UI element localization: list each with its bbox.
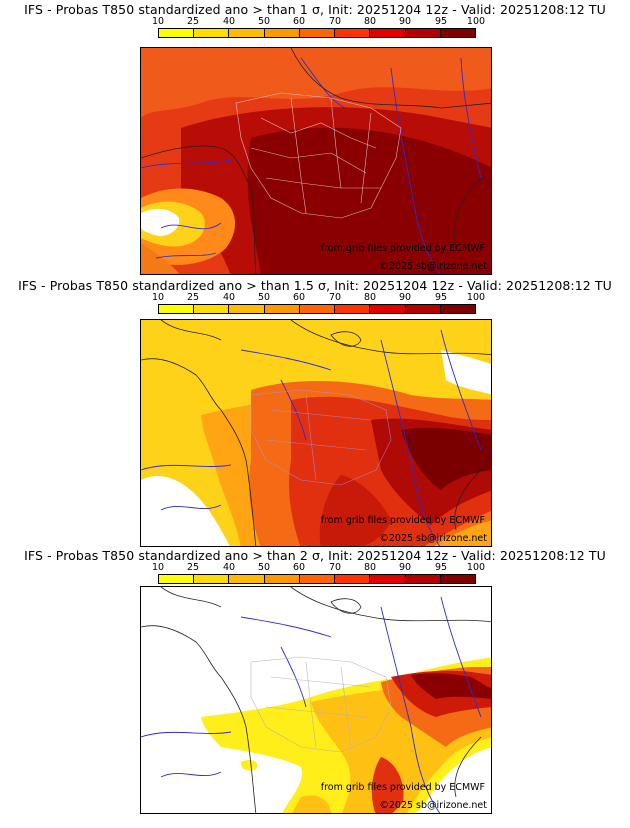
colorbar-swatch — [370, 575, 406, 583]
scale-label: 95 — [434, 562, 448, 573]
scale-label: 70 — [328, 562, 342, 573]
map-graphic — [141, 320, 491, 546]
scale-label: 80 — [363, 562, 377, 573]
scale-label: 70 — [328, 292, 342, 303]
scale-label: 90 — [398, 562, 412, 573]
colorbar-swatch — [159, 305, 195, 313]
scale-label: 70 — [328, 16, 342, 27]
colorbar-swatch — [335, 29, 371, 37]
scale-label: 90 — [398, 16, 412, 27]
scale-label: 10 — [151, 562, 165, 573]
colorbar-swatch — [159, 575, 195, 583]
colorbar-swatch — [194, 29, 230, 37]
scale-label: 40 — [222, 16, 236, 27]
colorbar-swatch — [370, 305, 406, 313]
scale-label: 100 — [466, 562, 486, 573]
colorbar-labels: 10 25 40 50 60 70 80 90 95 100 — [151, 292, 486, 304]
scale-label: 50 — [257, 16, 271, 27]
colorbar-swatch — [299, 29, 336, 37]
colorbar-swatch — [440, 29, 475, 37]
scale-label: 100 — [466, 16, 486, 27]
colorbar-swatch — [264, 29, 300, 37]
scale-label: 95 — [434, 292, 448, 303]
probability-map: from grib files provided by ECMWF ©2025 … — [140, 586, 492, 814]
scale-label: 40 — [222, 562, 236, 573]
data-source-credit: from grib files provided by ECMWF — [320, 782, 485, 793]
scale-label: 10 — [151, 16, 165, 27]
colorbar-swatch — [335, 305, 371, 313]
colorbar-labels: 10 25 40 50 60 70 80 90 95 100 — [151, 16, 486, 28]
colorbar-swatch — [440, 305, 475, 313]
colorbar-swatch — [194, 575, 230, 583]
colorbar-labels: 10 25 40 50 60 70 80 90 95 100 — [151, 562, 486, 574]
colorbar-swatch — [440, 575, 475, 583]
panel-3: IFS - Probas T850 standardized ano > tha… — [0, 546, 630, 822]
colorbar-swatch — [370, 29, 406, 37]
scale-label: 60 — [292, 16, 306, 27]
panel-3-title: IFS - Probas T850 standardized ano > tha… — [24, 548, 606, 563]
map-graphic — [141, 48, 491, 274]
scale-label: 50 — [257, 292, 271, 303]
scale-label: 60 — [292, 292, 306, 303]
panel-1-title: IFS - Probas T850 standardized ano > tha… — [24, 2, 606, 17]
panel-1: IFS - Probas T850 standardized ano > tha… — [0, 0, 630, 276]
scale-label: 10 — [151, 292, 165, 303]
scale-label: 50 — [257, 562, 271, 573]
probability-map: from grib files provided by ECMWF ©2025 … — [140, 47, 492, 275]
map-graphic — [141, 587, 491, 813]
copyright-credit: ©2025 sb@irizone.net — [379, 533, 487, 544]
scale-label: 60 — [292, 562, 306, 573]
colorbar-swatch — [405, 575, 441, 583]
colorbar-swatch — [335, 575, 371, 583]
colorbar-swatch — [229, 305, 265, 313]
colorbar-swatch — [264, 305, 300, 313]
colorbar-swatch — [159, 29, 195, 37]
scale-label: 100 — [466, 292, 486, 303]
colorbar-swatch — [405, 305, 441, 313]
colorbar — [158, 304, 476, 314]
data-source-credit: from grib files provided by ECMWF — [320, 243, 485, 254]
scale-label: 80 — [363, 16, 377, 27]
probability-map: from grib files provided by ECMWF ©2025 … — [140, 319, 492, 547]
scale-label: 40 — [222, 292, 236, 303]
panel-2-title: IFS - Probas T850 standardized ano > tha… — [18, 278, 612, 293]
scale-label: 25 — [186, 16, 200, 27]
colorbar — [158, 574, 476, 584]
panel-2: IFS - Probas T850 standardized ano > tha… — [0, 276, 630, 552]
copyright-credit: ©2025 sb@irizone.net — [379, 800, 487, 811]
colorbar-swatch — [229, 575, 265, 583]
colorbar-swatch — [264, 575, 300, 583]
colorbar-swatch — [229, 29, 265, 37]
colorbar-swatch — [194, 305, 230, 313]
copyright-credit: ©2025 sb@irizone.net — [379, 261, 487, 272]
scale-label: 25 — [186, 292, 200, 303]
colorbar-swatch — [299, 575, 336, 583]
scale-label: 25 — [186, 562, 200, 573]
scale-label: 80 — [363, 292, 377, 303]
data-source-credit: from grib files provided by ECMWF — [320, 515, 485, 526]
colorbar-swatch — [299, 305, 336, 313]
colorbar — [158, 28, 476, 38]
scale-label: 90 — [398, 292, 412, 303]
scale-label: 95 — [434, 16, 448, 27]
colorbar-swatch — [405, 29, 441, 37]
